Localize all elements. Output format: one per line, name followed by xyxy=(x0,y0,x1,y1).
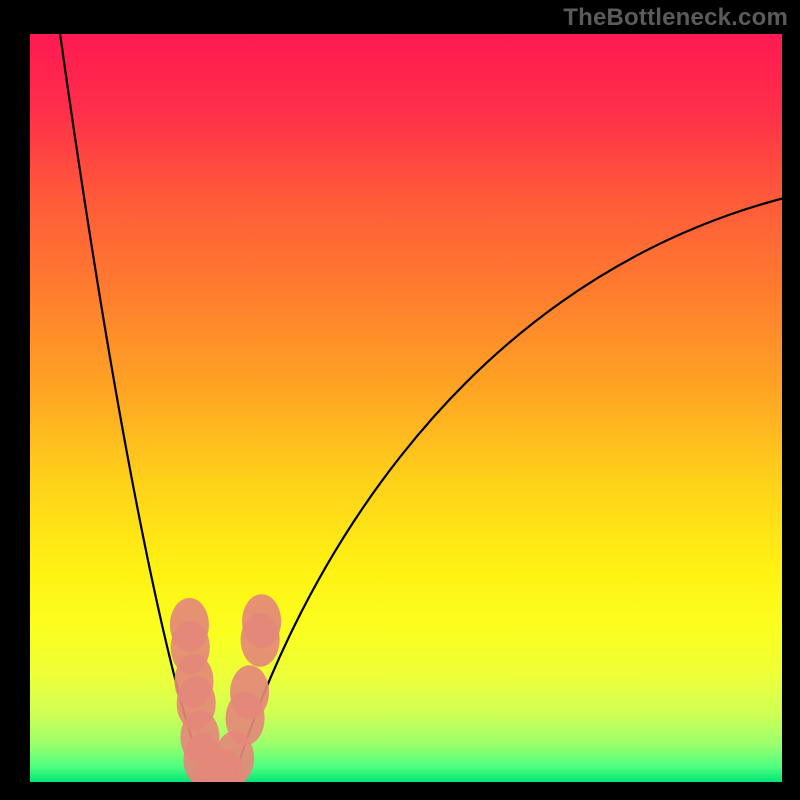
data-marker xyxy=(242,594,281,648)
bottleneck-curve xyxy=(60,34,782,782)
plot-area xyxy=(30,34,782,782)
watermark-text: TheBottleneck.com xyxy=(563,4,788,32)
curve-layer xyxy=(30,34,782,782)
data-marker xyxy=(230,665,269,719)
